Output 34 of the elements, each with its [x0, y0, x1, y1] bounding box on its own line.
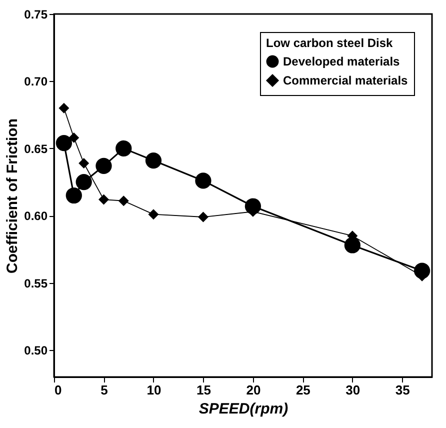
x-tick-label: 25	[296, 382, 310, 398]
y-tick-label: 0.70	[24, 74, 48, 89]
y-axis-title: Coefficient of Friction	[4, 118, 22, 274]
y-tick-label: 0.65	[24, 142, 48, 156]
y-tick-label: 0.55	[24, 276, 48, 290]
point	[344, 237, 360, 254]
point	[116, 140, 132, 156]
x-tick-label: 20	[246, 382, 261, 398]
point	[78, 158, 90, 168]
legend-title: Low carbon steel Disk	[266, 36, 394, 50]
point	[68, 132, 80, 143]
legend-label: Developed materials	[283, 54, 400, 68]
point	[148, 209, 159, 220]
x-tick-label: 0	[54, 382, 62, 398]
x-tick-label: 35	[395, 382, 410, 398]
x-tick-label: 30	[346, 382, 360, 398]
legend-label: Commercial materials	[283, 74, 408, 88]
point	[76, 174, 92, 190]
x-tick-label: 5	[100, 382, 108, 398]
point	[66, 187, 82, 204]
x-axis-title: SPEED(rpm)	[198, 400, 288, 418]
y-tick-label: 0.60	[24, 209, 48, 224]
x-tick-label: 10	[146, 382, 162, 398]
point	[58, 102, 70, 114]
point	[96, 158, 112, 174]
point	[56, 135, 72, 152]
y-tick-label: 0.75	[24, 8, 48, 22]
point	[195, 172, 212, 189]
point	[98, 194, 109, 205]
point	[145, 152, 162, 169]
y-tick-label: 0.50	[24, 344, 48, 358]
point	[118, 196, 129, 206]
x-tick-label: 15	[196, 382, 211, 398]
point	[198, 212, 208, 222]
